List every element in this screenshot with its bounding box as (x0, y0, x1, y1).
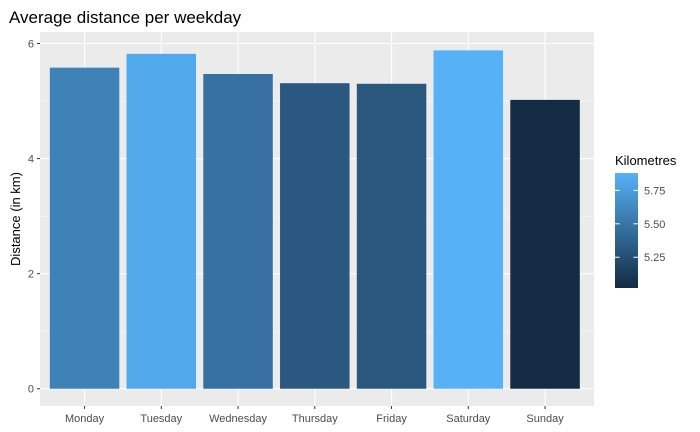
x-tick-label: Sunday (526, 413, 564, 425)
x-tick-label: Friday (376, 413, 407, 425)
x-tick-label: Monday (65, 413, 105, 425)
y-tick-label: 0 (28, 384, 34, 396)
x-tick-label: Saturday (446, 413, 491, 425)
legend-label: 5.25 (644, 252, 665, 264)
bar-monday (49, 67, 120, 389)
bar-wednesday (203, 74, 273, 389)
legend-title: Kilometres (615, 153, 677, 168)
bars-group (49, 50, 580, 389)
bar-thursday (280, 83, 350, 389)
bar-saturday (433, 50, 504, 389)
legend: Kilometres 5.25 5.50 5.75 (615, 153, 677, 288)
bar-friday (356, 83, 427, 389)
y-axis-title: Distance (in km) (8, 172, 23, 266)
x-tick-label: Thursday (292, 413, 338, 425)
y-tick-label: 2 (28, 269, 34, 281)
bar-tuesday (126, 53, 197, 389)
x-axis: Monday Tuesday Wednesday Thursday Friday Satu… (65, 406, 564, 425)
y-axis: 0 2 4 6 (28, 39, 40, 396)
x-tick-label: Tuesday (140, 413, 182, 425)
chart-title: Average distance per weekday (9, 8, 242, 27)
y-tick-label: 4 (28, 154, 34, 166)
legend-label: 5.50 (644, 219, 665, 231)
y-tick-label: 6 (28, 39, 34, 51)
legend-ticks: 5.25 5.50 5.75 (615, 185, 665, 264)
x-tick-label: Wednesday (209, 413, 267, 425)
legend-colorbar (615, 173, 638, 288)
bar-sunday (510, 99, 580, 389)
legend-label: 5.75 (644, 185, 665, 197)
